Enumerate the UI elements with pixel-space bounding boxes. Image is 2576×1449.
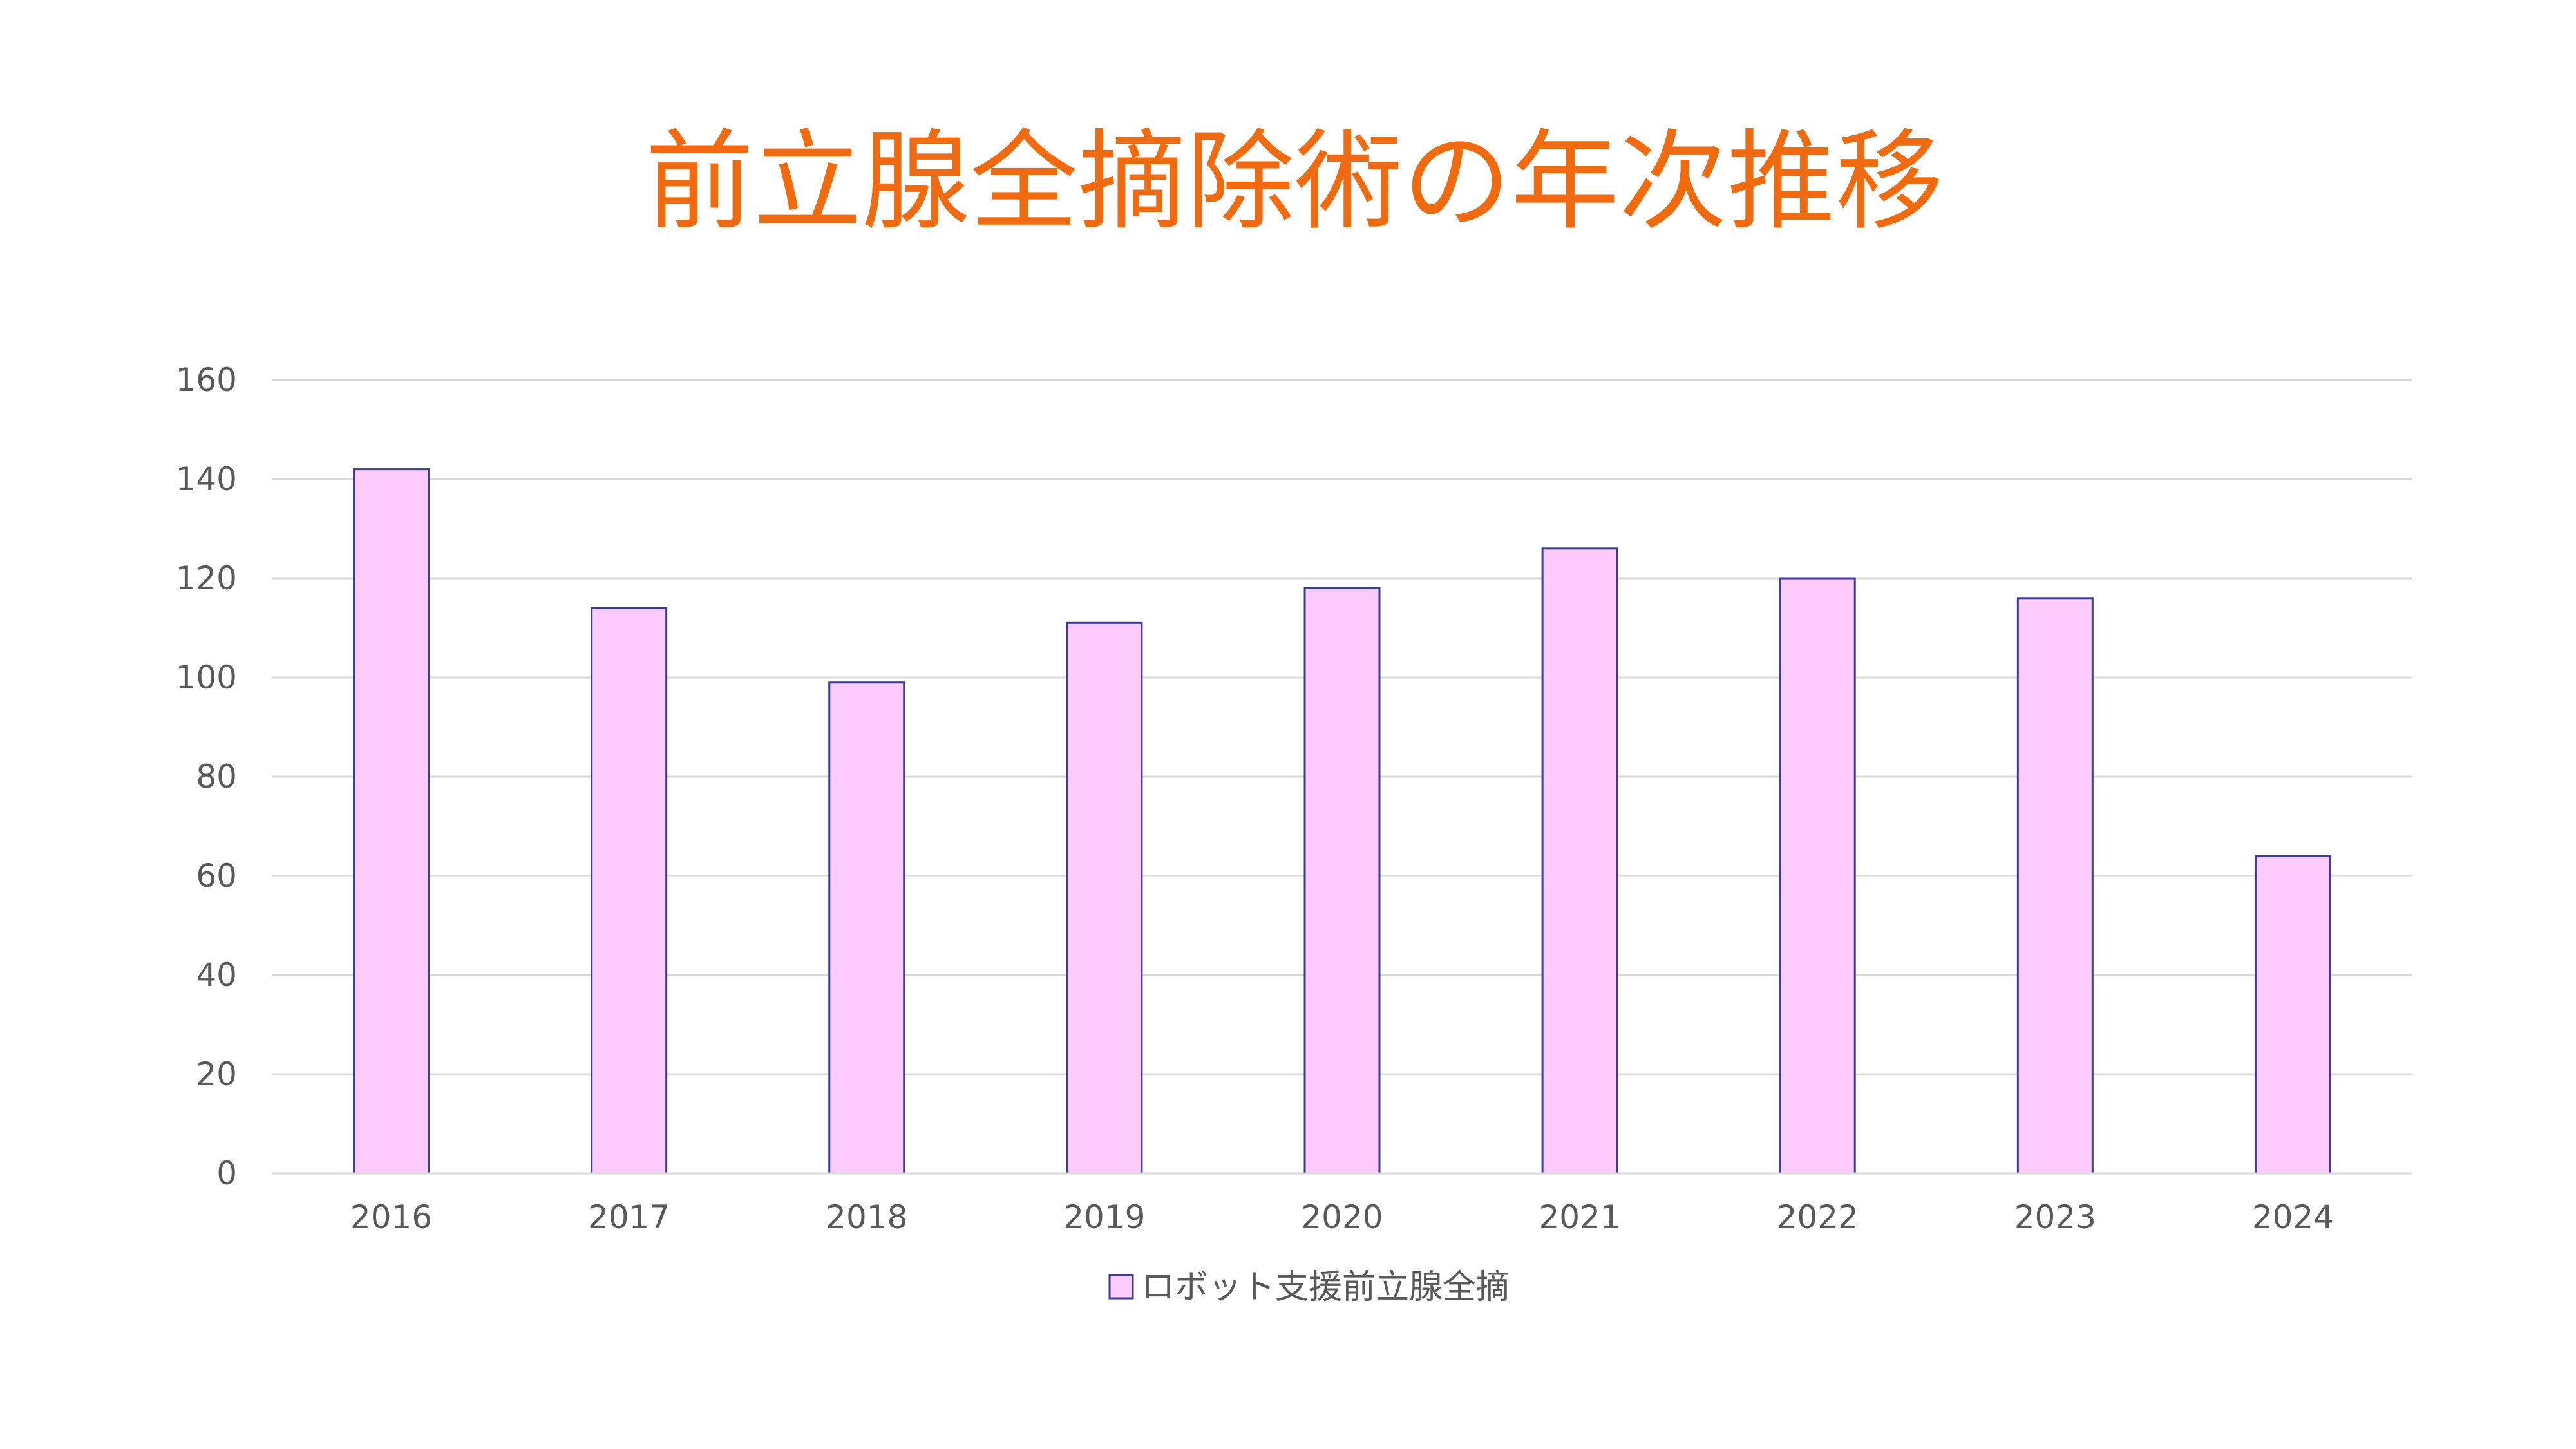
bar-2024 <box>2254 855 2331 1175</box>
x-tick-label: 2016 <box>350 1198 432 1236</box>
y-tick-label: 20 <box>196 1056 237 1093</box>
legend-label: ロボット支援前立腺全摘 <box>1141 1268 1510 1307</box>
x-tick-label: 2023 <box>2014 1198 2096 1236</box>
x-tick-label: 2021 <box>1539 1198 1620 1236</box>
y-tick-label: 160 <box>176 361 237 399</box>
y-tick-label: 40 <box>196 956 237 994</box>
bar-2018 <box>828 681 905 1175</box>
y-tick-label: 140 <box>176 460 237 498</box>
x-tick-label: 2018 <box>826 1198 907 1236</box>
x-tick-label: 2020 <box>1301 1198 1383 1236</box>
y-tick-label: 0 <box>216 1155 237 1192</box>
x-tick-label: 2017 <box>588 1198 670 1236</box>
x-tick-label: 2024 <box>2252 1198 2334 1236</box>
y-tick-label: 60 <box>196 857 237 895</box>
x-tick-label: 2022 <box>1777 1198 1859 1236</box>
bar-2023 <box>2016 597 2094 1175</box>
y-tick-label: 120 <box>176 560 237 597</box>
legend: ロボット支援前立腺全摘 <box>1108 1268 1510 1307</box>
bar-2017 <box>591 607 668 1175</box>
bar-2021 <box>1541 547 1618 1175</box>
chart-title: 前立腺全摘除術の年次推移 <box>645 118 1944 245</box>
y-axis-ticks: 0 20 40 60 80 100 120 140 160 <box>176 361 237 1192</box>
bar-2022 <box>1779 577 1856 1175</box>
bar-2020 <box>1303 587 1381 1175</box>
legend-swatch <box>1108 1274 1134 1300</box>
bar-2016 <box>353 468 430 1175</box>
y-tick-label: 100 <box>176 659 237 696</box>
y-tick-label: 80 <box>196 758 237 795</box>
x-axis-ticks: 2016 2017 2018 2019 2020 2021 2022 2023 2024 <box>350 1198 2334 1236</box>
bar-2019 <box>1066 621 1143 1175</box>
bars <box>353 468 2331 1175</box>
x-tick-label: 2019 <box>1063 1198 1145 1236</box>
